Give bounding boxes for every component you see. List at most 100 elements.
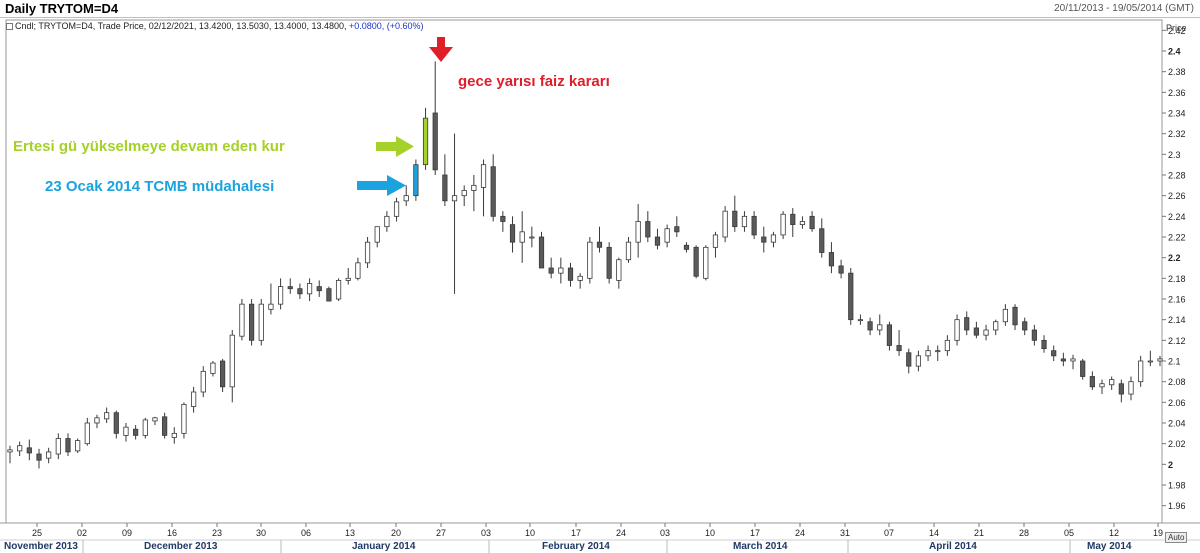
candle-body (297, 288, 303, 295)
candle-body (1099, 383, 1105, 388)
y-tick-label: 2.34 (1168, 109, 1186, 119)
candle-body (790, 213, 796, 225)
candle-body (1147, 360, 1153, 363)
candle-body (84, 422, 90, 445)
y-tick-label: 2.02 (1168, 439, 1186, 449)
candle-body (577, 275, 583, 281)
candle-body (210, 362, 216, 374)
candle-body (451, 195, 458, 202)
candle-body (36, 453, 42, 461)
candle-body (896, 345, 902, 352)
candle-body (703, 246, 709, 279)
annotation-intervention: 23 Ocak 2014 TCMB müdahalesi (45, 178, 275, 195)
y-tick-label: 2.04 (1168, 419, 1186, 429)
candle-body (1051, 350, 1057, 357)
y-tick-label: 1.98 (1168, 481, 1186, 491)
x-day-label: 03 (660, 528, 670, 538)
candle-body (983, 329, 989, 336)
candle-body (46, 451, 52, 459)
x-day-label: 12 (1109, 528, 1119, 538)
candle-body (461, 190, 467, 197)
candle-body (432, 112, 438, 171)
candle-body (239, 303, 245, 337)
y-tick-label: 2.26 (1168, 191, 1186, 201)
x-day-label: 13 (345, 528, 355, 538)
date-range-label: 20/11/2013 - 19/05/2014 (GMT) (1054, 3, 1194, 14)
x-day-label: 10 (705, 528, 715, 538)
y-tick-label: 2.22 (1168, 233, 1186, 243)
candle-body (384, 215, 390, 228)
x-day-label: 20 (391, 528, 401, 538)
candle-body (809, 215, 815, 230)
candle-body (142, 419, 148, 436)
candle-body (1041, 339, 1047, 350)
candle-body (75, 440, 81, 452)
candle-body (567, 267, 574, 281)
candle-body (674, 226, 680, 233)
x-day-label: 09 (122, 528, 132, 538)
candle-body (616, 259, 622, 281)
x-day-label: 19 (1153, 528, 1163, 538)
candle-body (625, 241, 632, 261)
x-day-label: 16 (167, 528, 177, 538)
candle-body (345, 277, 351, 281)
candle-body (944, 339, 950, 352)
candle-body (732, 210, 738, 228)
x-day-label: 14 (929, 528, 939, 538)
candle-body (26, 447, 32, 454)
candle-body (200, 370, 206, 393)
candle-body (123, 426, 129, 436)
candle-body (596, 241, 603, 248)
candle-body (422, 117, 429, 166)
blue-arrow-icon (387, 175, 406, 196)
x-day-label: 03 (481, 528, 491, 538)
legend-checkbox[interactable] (6, 23, 13, 31)
candle-body (181, 403, 187, 434)
y-tick-label: 2.28 (1168, 171, 1186, 181)
y-tick-label: 2.06 (1168, 398, 1186, 408)
candle-body (606, 246, 612, 279)
candle-body (277, 286, 284, 305)
x-month-label: April 2014 (929, 541, 977, 552)
candle-body (877, 324, 883, 331)
candle-body (712, 234, 719, 248)
candle-body (857, 319, 864, 322)
candle-body (1118, 383, 1124, 395)
candle-body (819, 228, 825, 253)
x-day-label: 24 (795, 528, 805, 538)
candle-body (1002, 308, 1008, 323)
candle-body (162, 416, 168, 436)
plot-frame (5, 19, 1163, 524)
candle-body (7, 449, 13, 453)
candle-body (1070, 358, 1076, 362)
x-month-label: November 2013 (4, 541, 78, 552)
candle-body (17, 445, 23, 452)
candle-body (490, 166, 496, 217)
candle-body (906, 352, 912, 367)
candle-body (886, 324, 893, 346)
x-day-label: 06 (301, 528, 311, 538)
candle-body (355, 262, 361, 279)
red-arrow-shaft (437, 37, 445, 49)
candle-body (1012, 306, 1018, 326)
candle-body (442, 174, 448, 202)
x-month-label: January 2014 (352, 541, 416, 552)
y-tick-label: 2.18 (1168, 274, 1186, 284)
candle-body (306, 283, 313, 295)
candle-body (529, 236, 535, 239)
candle-body (558, 267, 564, 274)
title-bar: Daily TRYTOM=D4 20/11/2013 - 19/05/2014 … (0, 0, 1200, 18)
y-tick-label: 2.4 (1168, 47, 1181, 57)
y-tick-label: 2.2 (1168, 253, 1181, 263)
series-legend[interactable]: Cndl; TRYTOM=D4, Trade Price, 02/12/2021… (6, 21, 424, 31)
y-tick-label: 2 (1168, 460, 1173, 470)
y-tick-label: 2.3 (1168, 150, 1181, 160)
candle-body (964, 317, 970, 331)
candle-body (1022, 321, 1028, 331)
y-tick-label: 2.36 (1168, 88, 1186, 98)
candle-body (220, 360, 226, 388)
auto-scale-button[interactable]: Auto (1165, 532, 1188, 543)
candle-body (635, 221, 641, 243)
candle-body (645, 221, 651, 238)
